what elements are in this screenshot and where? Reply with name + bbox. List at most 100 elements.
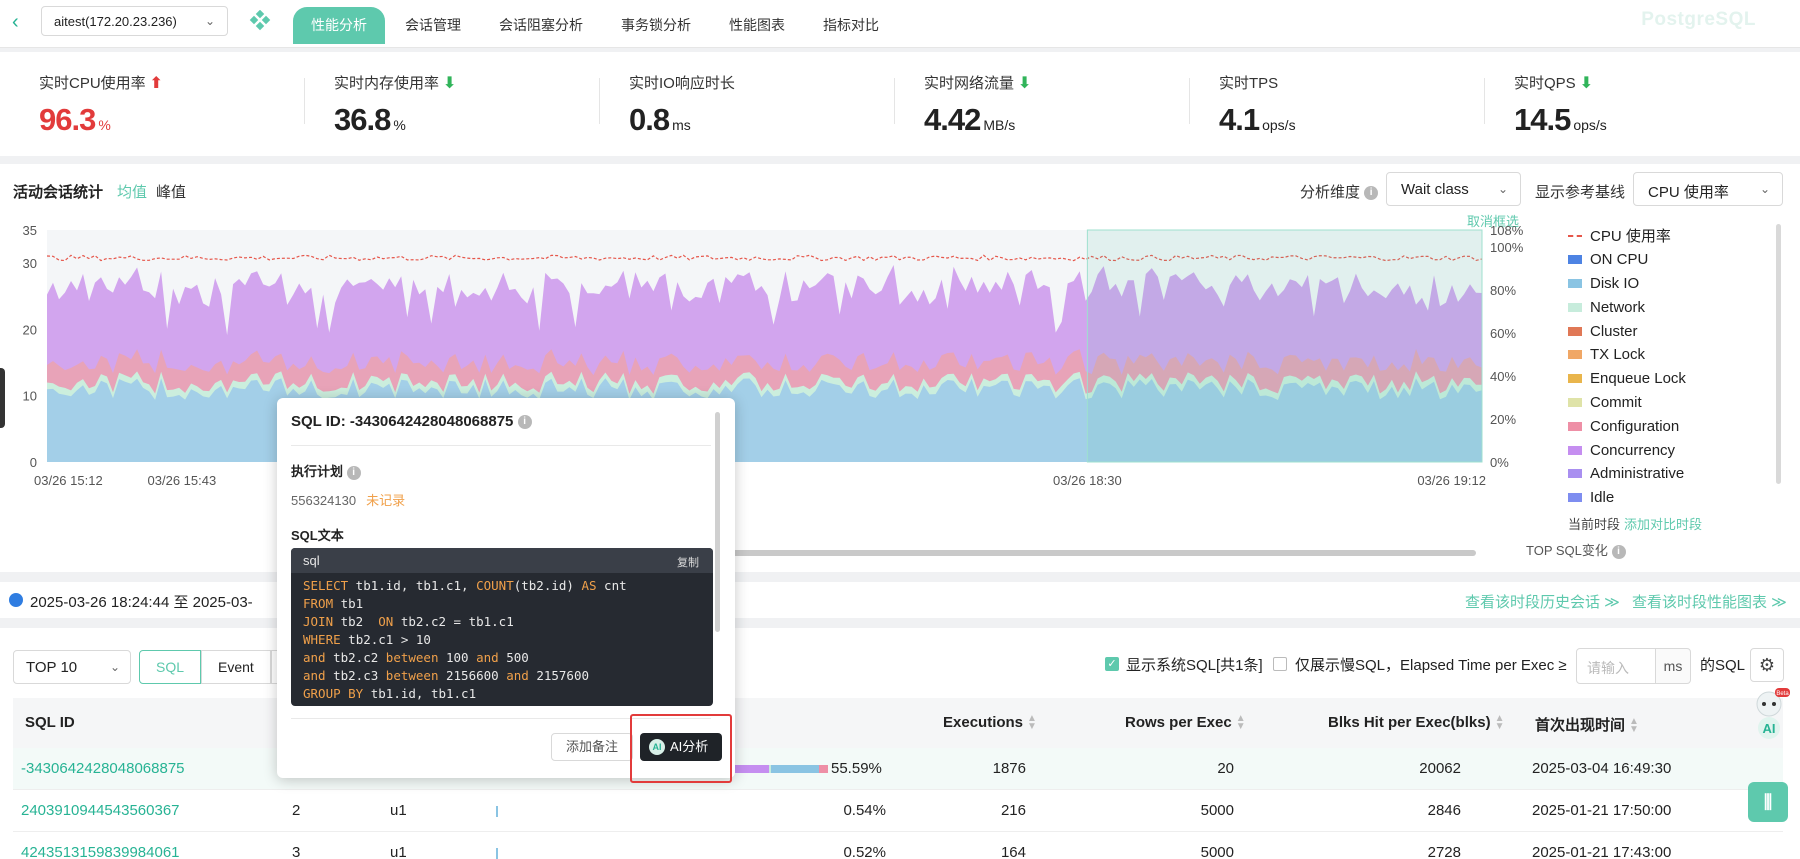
exec-cell: 1876	[992, 760, 1026, 777]
legend-item[interactable]: Network	[1568, 295, 1686, 319]
top-sql-section: TOP 10 ⌄ SQL Event ✓ 显示系统SQL[共1条] 仅展示慢SQL…	[0, 628, 1800, 859]
back-icon[interactable]: ‹	[12, 11, 19, 33]
sql-code-block: sql 复制 SELECT tb1.id, tb1.c1, COUNT(tb2.i…	[291, 548, 713, 706]
avg-toggle[interactable]: 均值	[117, 184, 148, 201]
sort-icon[interactable]: ▲ ▼	[1235, 713, 1246, 733]
user-cell: u1	[390, 844, 407, 859]
popover-scrollbar[interactable]	[715, 412, 720, 632]
instance-select[interactable]: aitest(172.20.23.236) ⌄	[41, 6, 228, 36]
col-executions[interactable]: Executions ▲ ▼	[943, 713, 1037, 733]
chart-h-scrollbar[interactable]	[720, 550, 1476, 556]
tab-metric-compare[interactable]: 指标对比	[823, 17, 879, 33]
legend-swatch	[1568, 255, 1582, 265]
blks-cell: 2846	[1427, 802, 1461, 819]
rows-cell: 20	[1217, 760, 1234, 777]
active-session-chart[interactable]: 0 10 20 30 35 0% 20% 40% 60% 80% 100% 108% 03/26 15:…	[0, 222, 1560, 512]
seg-sql[interactable]: SQL	[139, 650, 202, 684]
legend-scrollbar[interactable]	[1776, 224, 1781, 484]
left-drawer-handle[interactable]	[0, 368, 5, 428]
legend-item[interactable]: Configuration	[1568, 414, 1686, 438]
selection-range	[1086, 229, 1483, 463]
perf-charts-link[interactable]: 查看该时段性能图表 ≫	[1632, 594, 1787, 611]
sort-icon[interactable]: ▲ ▼	[1027, 713, 1037, 733]
legend-item[interactable]: Commit	[1568, 391, 1686, 415]
sort-icon[interactable]: ▲ ▼	[1494, 713, 1505, 733]
side-panel-button[interactable]: ⫼	[1748, 782, 1788, 822]
info-icon[interactable]: i	[1611, 544, 1626, 559]
seg-event[interactable]: Event	[201, 650, 271, 684]
topn-select[interactable]: TOP 10 ⌄	[13, 650, 131, 684]
col-first-seen[interactable]: 首次出现时间 ▲ ▼	[1535, 716, 1639, 736]
show-system-sql-checkbox[interactable]: ✓	[1105, 657, 1119, 671]
add-compare-link[interactable]: 添加对比时段	[1624, 517, 1703, 532]
active-session-panel: 活动会话统计 均值 峰值 分析维度 i Wait class ⌄ 显示参考基线 C…	[0, 164, 1800, 572]
y-tick-left: 30	[23, 256, 37, 271]
ai-analyze-button[interactable]: AI AI分析	[640, 733, 722, 761]
legend-label: Configuration	[1590, 417, 1680, 435]
sort-icon[interactable]: ▲ ▼	[1629, 716, 1639, 736]
metric-value: 96.3	[39, 102, 96, 137]
diamond-grid-icon[interactable]	[248, 10, 272, 34]
dimension-select[interactable]: Wait class ⌄	[1386, 172, 1521, 206]
metric-unit: %	[98, 117, 111, 133]
sql-id-link[interactable]: 4243513159839984061	[21, 844, 180, 859]
legend-item[interactable]: Concurrency	[1568, 438, 1686, 462]
rank-cell: 3	[292, 844, 301, 859]
history-sessions-link[interactable]: 查看该时段历史会话 ≫	[1465, 594, 1620, 611]
info-icon[interactable]: i	[517, 415, 532, 430]
load-bar	[496, 806, 498, 817]
tab-session-blocking[interactable]: 会话阻塞分析	[499, 17, 583, 33]
rows-cell: 5000	[1200, 844, 1234, 859]
metric-unit: ms	[672, 117, 691, 133]
copy-button[interactable]: 复制	[677, 557, 699, 569]
baseline-select[interactable]: CPU 使用率 ⌄	[1633, 172, 1783, 206]
topn-value: TOP 10	[26, 659, 78, 676]
gear-icon[interactable]: ⚙	[1750, 648, 1784, 682]
legend-item[interactable]: Enqueue Lock	[1568, 367, 1686, 391]
tab-session-management[interactable]: 会话管理	[405, 17, 461, 33]
sql-id-link[interactable]: 2403910944543560367	[21, 802, 180, 819]
add-note-button[interactable]: 添加备注	[551, 733, 633, 761]
only-slow-sql-checkbox[interactable]	[1273, 657, 1287, 671]
sql-id-link[interactable]: -3430642428048068875	[21, 760, 185, 777]
tab-transaction-lock[interactable]: 事务锁分析	[621, 17, 691, 33]
col-blks-hit[interactable]: Blks Hit per Exec(blks) ▲ ▼	[1328, 713, 1505, 733]
legend-item[interactable]: Idle	[1568, 486, 1686, 510]
legend-item[interactable]: Administrative	[1568, 462, 1686, 486]
clear-selection-link[interactable]: 取消框选	[1467, 214, 1520, 229]
top-sql-change[interactable]: TOP SQL变化 i	[1526, 540, 1626, 559]
product-logo: PostgreSQL	[1641, 9, 1756, 30]
legend-item[interactable]: CPU 使用率	[1568, 224, 1686, 248]
legend-item[interactable]: TX Lock	[1568, 343, 1686, 367]
ai-icon: AI	[649, 739, 665, 755]
col-sql-id[interactable]: SQL ID	[25, 714, 75, 731]
peak-toggle[interactable]: 峰值	[156, 184, 187, 201]
sql-text: SELECT tb1.id, tb1.c1, COUNT(tb2.id) AS …	[303, 578, 627, 701]
pct-cell: 0.54%	[843, 802, 886, 819]
tab-performance-charts[interactable]: 性能图表	[729, 17, 785, 33]
metric-label: 实时CPU使用率	[39, 75, 146, 92]
metric-unit: ops/s	[1262, 117, 1296, 133]
metric-value: 4.1	[1219, 102, 1260, 137]
col-rows-per-exec[interactable]: Rows per Exec ▲ ▼	[1125, 713, 1246, 733]
beta-badge: Beta	[1776, 691, 1789, 697]
legend-item[interactable]: Disk IO	[1568, 272, 1686, 296]
table-row[interactable]: 4243513159839984061 3 u1 0.52% 164 5000 …	[13, 832, 1783, 859]
legend-label: Disk IO	[1590, 274, 1640, 292]
info-icon[interactable]: i	[346, 465, 361, 480]
exec-plan-label: 执行计划 i	[291, 461, 361, 480]
info-icon[interactable]: i	[1364, 186, 1379, 201]
legend-label: Commit	[1590, 393, 1642, 411]
table-row[interactable]: 2403910944543560367 2 u1 0.54% 216 5000 …	[13, 790, 1783, 832]
tab-performance-analysis[interactable]: 性能分析	[293, 7, 385, 44]
x-tick: 03/26 15:43	[148, 473, 217, 488]
dimension-label: 分析维度 i	[1300, 181, 1379, 202]
legend-swatch	[1568, 445, 1582, 455]
y-tick-left: 10	[23, 389, 37, 404]
legend-item[interactable]: ON CPU	[1568, 248, 1686, 272]
legend-item[interactable]: Cluster	[1568, 319, 1686, 343]
assistant-bot-icon[interactable]: Beta AI	[1748, 688, 1790, 740]
legend-swatch	[1568, 493, 1582, 503]
elapsed-threshold-input[interactable]: 请输入	[1576, 648, 1656, 684]
period-row: 当前时段 添加对比时段	[1568, 514, 1702, 533]
